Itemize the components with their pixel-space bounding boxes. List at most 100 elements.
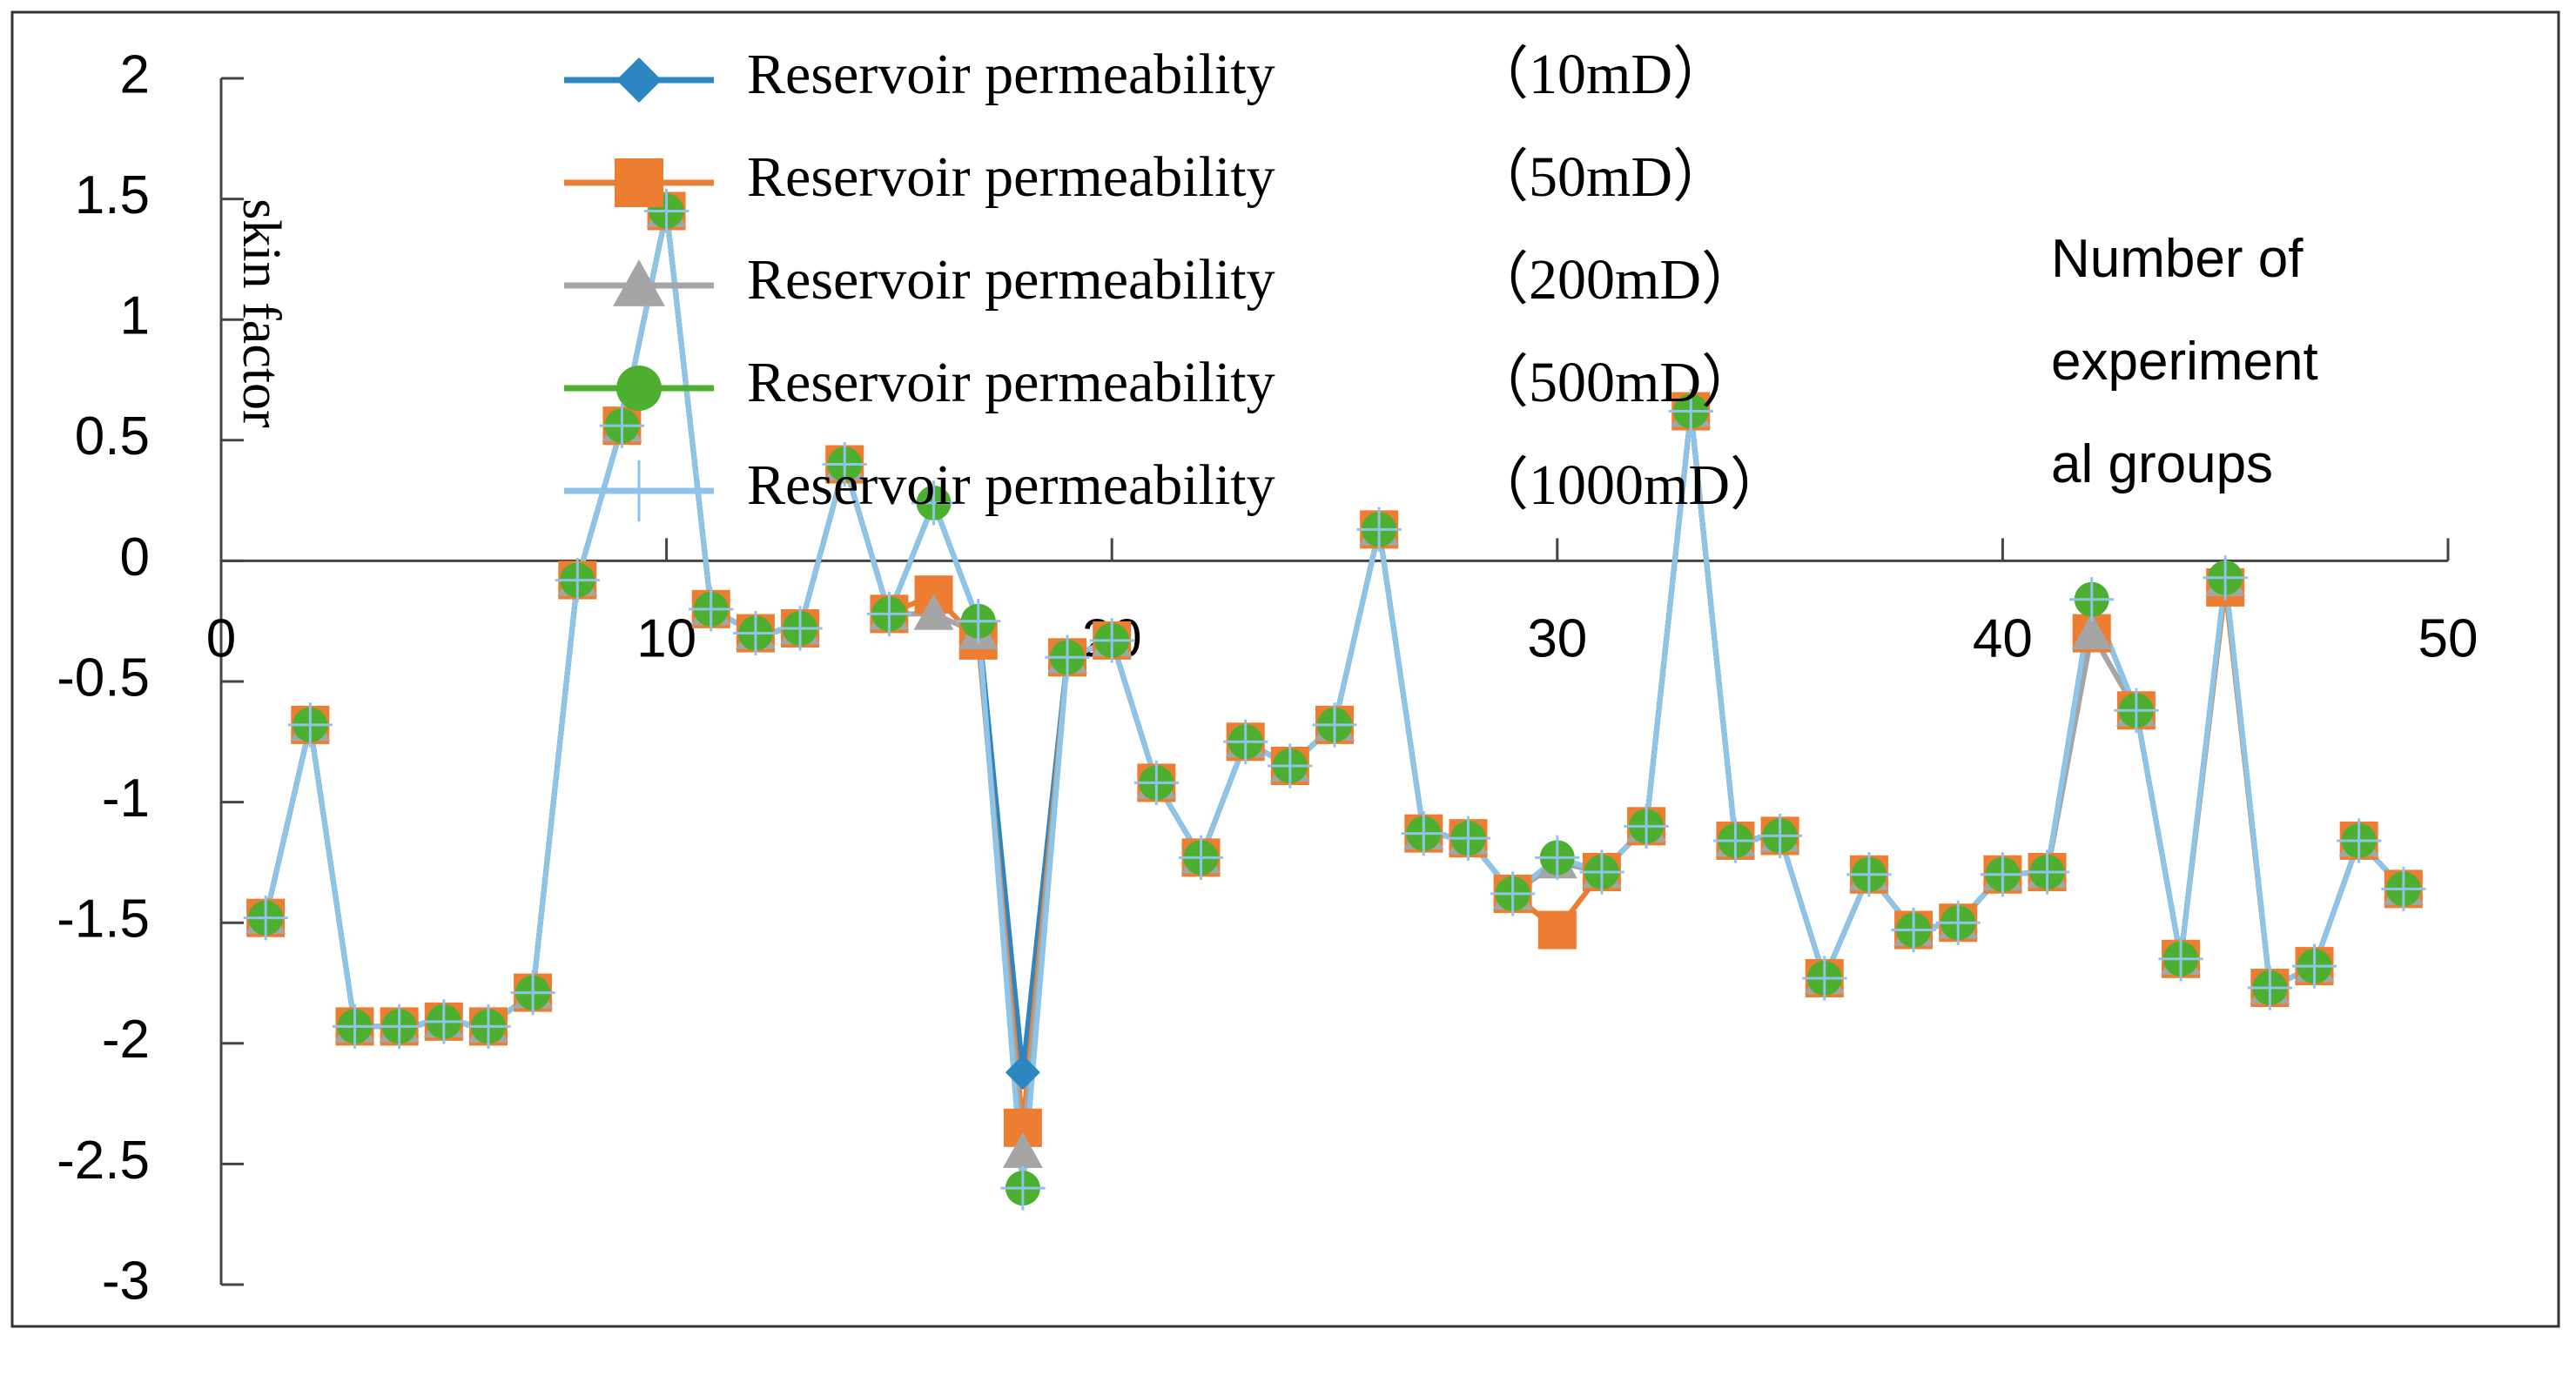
series-5-point: [2337, 818, 2382, 863]
series-5-point: [332, 1003, 378, 1049]
series-5-point: [2247, 965, 2292, 1010]
series-5-point: [1356, 507, 1402, 552]
series-5-point: [911, 480, 957, 526]
series-5-point: [1846, 852, 1892, 897]
legend-unit-label: （1000mD）: [1471, 453, 1787, 517]
series-3-point: [913, 594, 954, 630]
axes-layer: 21.510.50-0.5-1-1.5-2-2.5-301020304050: [57, 44, 2478, 1311]
legend-entry-1: Reservoir permeability （10mD）: [564, 43, 1730, 106]
axis-labels: skin factor Number of experiment al grou…: [232, 198, 2318, 494]
series-5-point: [1980, 852, 2025, 897]
y-tick-label: 2: [120, 44, 150, 104]
y-tick-label: -3: [102, 1251, 150, 1311]
series-1-point: [1005, 1055, 1040, 1091]
series-5-point: [1624, 803, 1669, 849]
legend-marker-swatch: [616, 57, 662, 103]
series-5-point: [1312, 702, 1357, 748]
series-5-point: [2381, 866, 2426, 911]
series-5-point: [2203, 555, 2248, 601]
series-5-point: [1223, 719, 1268, 764]
y-tick-label: 0: [120, 527, 150, 587]
legend-entry-2: Reservoir permeability （50mD）: [564, 145, 1730, 209]
y-tick-label: -2.5: [57, 1131, 150, 1191]
y-tick-label: -2: [102, 1010, 150, 1070]
x-tick-label: 10: [636, 608, 696, 668]
legend-entry-5: Reservoir permeability （1000mD）: [564, 453, 1787, 522]
series-3-point: [2071, 613, 2112, 649]
series-5-point: [1000, 1165, 1046, 1211]
series-5-point: [1268, 743, 1313, 789]
y-tick-label: -0.5: [57, 648, 150, 708]
series-5-point: [2024, 849, 2070, 895]
series-2-point: [1537, 910, 1577, 950]
legend-entry-3: Reservoir permeability （200mD）: [564, 248, 1759, 312]
legend-label: Reservoir permeability: [747, 453, 1275, 517]
series-5-point: [644, 188, 689, 234]
series-5-point: [466, 1003, 511, 1049]
series-5-point: [1668, 388, 1713, 434]
y-tick-label: 1.5: [75, 165, 150, 225]
series-5-point: [1802, 956, 1847, 1001]
legend-label: Reservoir permeability: [747, 145, 1275, 209]
series-5-point: [1535, 835, 1580, 880]
series-5-point: [555, 557, 600, 603]
series-5-point: [287, 702, 333, 748]
y-tick-label: 1: [120, 286, 150, 346]
series-5-point: [1045, 634, 1090, 680]
legend: Reservoir permeability （10mD）Reservoir pe…: [564, 43, 1787, 522]
legend-entry-4: Reservoir permeability （500mD）: [564, 351, 1759, 414]
series-3-point: [1002, 1131, 1043, 1168]
series-5-point: [866, 591, 911, 636]
series-5-point: [1401, 811, 1446, 856]
series-5-point: [822, 441, 867, 487]
legend-unit-label: （500mD）: [1471, 351, 1759, 414]
series-5-point: [1758, 813, 1803, 859]
legend-unit-label: （200mD）: [1471, 248, 1759, 312]
chart-border: [10, 10, 2560, 1328]
series-5-point: [2158, 936, 2203, 982]
legend-label: Reservoir permeability: [747, 248, 1275, 312]
series-5-point: [599, 403, 645, 448]
series-5-point: [689, 587, 734, 632]
series-5-point: [1935, 900, 1981, 945]
legend-label: Reservoir permeability: [747, 351, 1275, 414]
x-tick-label: 30: [1527, 608, 1587, 668]
series-5-point: [2069, 577, 2115, 622]
x-tick-label: 50: [2418, 608, 2478, 668]
series-5-point: [956, 599, 1001, 644]
series-5-point: [1490, 871, 1536, 916]
y-tick-label: -1.5: [57, 889, 150, 950]
legend-unit-label: （10mD）: [1471, 43, 1730, 106]
series-5-point: [510, 970, 555, 1016]
series-5-point: [1445, 816, 1491, 861]
legend-unit-label: （50mD）: [1471, 145, 1730, 209]
series-5-point: [1133, 760, 1179, 806]
series-5-point: [1891, 907, 1936, 953]
series-5-point: [1178, 835, 1224, 880]
series-5-point: [2114, 688, 2159, 733]
legend-label: Reservoir permeability: [747, 43, 1275, 106]
series-5-point: [1089, 618, 1134, 663]
series-5-point: [777, 606, 823, 651]
x-axis-label-line-3: al groups: [2051, 434, 2273, 494]
series-5-point: [243, 896, 288, 941]
y-tick-label: 0.5: [75, 406, 150, 466]
series-5-point: [1579, 849, 1624, 895]
series-5-point: [1712, 818, 1759, 863]
y-axis-label: skin factor: [232, 198, 291, 428]
marker-layer: [243, 188, 2426, 1211]
series-5-point: [421, 999, 467, 1044]
legend-marker-swatch: [608, 460, 670, 522]
x-axis-label-line-2: experiment: [2051, 332, 2318, 392]
series-5-point: [377, 1003, 422, 1049]
x-tick-label: 40: [1973, 608, 2033, 668]
legend-marker-swatch: [616, 366, 662, 411]
series-5-point: [733, 610, 778, 656]
series-5-point: [2291, 943, 2337, 989]
x-tick-label: 0: [206, 608, 236, 668]
x-axis-label-line-1: Number of: [2051, 229, 2304, 289]
legend-marker-swatch: [615, 158, 663, 207]
y-tick-label: -1: [102, 769, 150, 829]
